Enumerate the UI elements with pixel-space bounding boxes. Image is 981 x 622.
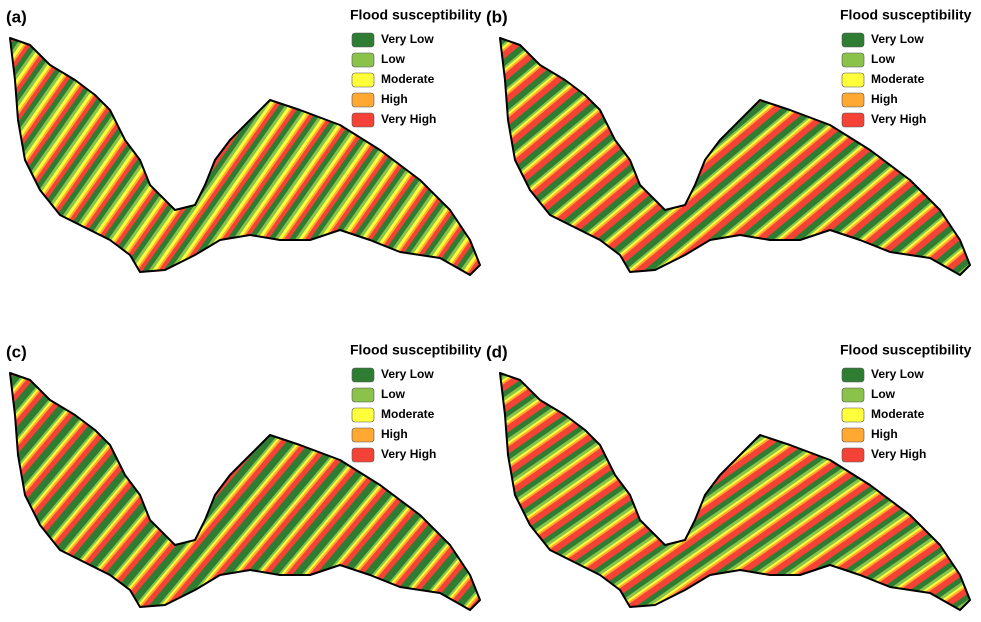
- map-panel: (c) Flood susceptibility Very Low Low Modera…: [6, 342, 482, 610]
- legend-item: Very Low: [871, 32, 924, 46]
- legend-item: Moderate: [381, 407, 435, 421]
- legend-swatch: [352, 33, 374, 47]
- legend-item: Low: [871, 52, 896, 66]
- map-panel: (d) Flood susceptibility Very Low Low Modera…: [486, 342, 972, 610]
- legend-swatch: [842, 53, 864, 67]
- legend-item: Moderate: [871, 72, 925, 86]
- legend-item: High: [871, 427, 898, 441]
- legend-swatch: [352, 53, 374, 67]
- legend-title: Flood susceptibility: [840, 7, 972, 23]
- legend-item: High: [871, 92, 898, 106]
- legend-swatch: [842, 408, 864, 422]
- legend-swatch: [352, 368, 374, 382]
- legend-item: Low: [381, 52, 406, 66]
- legend-title: Flood susceptibility: [350, 7, 482, 23]
- map-panel: (a) Flood susceptibility Very Low Low Modera…: [6, 7, 482, 275]
- legend-item: Very Low: [871, 367, 924, 381]
- legend-swatch: [842, 428, 864, 442]
- panel-label: (b): [486, 7, 508, 26]
- legend-swatch: [842, 388, 864, 402]
- legend-swatch: [842, 93, 864, 107]
- legend-swatch: [352, 448, 374, 462]
- legend-title: Flood susceptibility: [350, 342, 482, 358]
- legend-swatch: [842, 448, 864, 462]
- panel-label: (a): [6, 7, 27, 26]
- legend-swatch: [842, 33, 864, 47]
- legend-swatch: [842, 113, 864, 127]
- legend-item: Low: [381, 387, 406, 401]
- legend-item: Very High: [381, 112, 436, 126]
- legend-swatch: [352, 388, 374, 402]
- legend-swatch: [352, 408, 374, 422]
- legend-swatch: [352, 428, 374, 442]
- legend-swatch: [352, 113, 374, 127]
- panel-label: (c): [6, 342, 27, 361]
- legend-title: Flood susceptibility: [840, 342, 972, 358]
- panel-label: (d): [486, 342, 508, 361]
- legend-swatch: [842, 73, 864, 87]
- legend-item: Very High: [381, 447, 436, 461]
- legend-item: High: [381, 92, 408, 106]
- legend-swatch: [352, 73, 374, 87]
- map-panel: (b) Flood susceptibility Very Low Low Modera…: [486, 7, 972, 275]
- legend-swatch: [842, 368, 864, 382]
- legend-item: Very Low: [381, 367, 434, 381]
- figure: (a) Flood susceptibility Very Low Low Modera…: [0, 0, 981, 622]
- legend-item: Very Low: [381, 32, 434, 46]
- legend-item: Moderate: [871, 407, 925, 421]
- legend-item: Moderate: [381, 72, 435, 86]
- legend-item: Very High: [871, 447, 926, 461]
- legend-swatch: [352, 93, 374, 107]
- legend-item: Very High: [871, 112, 926, 126]
- legend-item: Low: [871, 387, 896, 401]
- legend-item: High: [381, 427, 408, 441]
